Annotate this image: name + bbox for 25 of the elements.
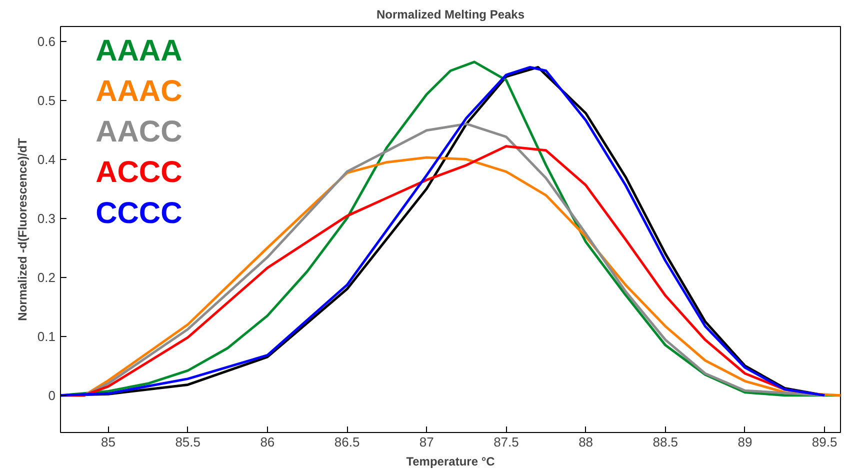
x-tick-label: 85 xyxy=(101,434,116,450)
x-tick-label: 89 xyxy=(738,434,752,450)
y-tick-label: 0.6 xyxy=(37,34,56,49)
x-tick-label: 87.5 xyxy=(494,434,519,450)
text: ACCC xyxy=(96,156,182,190)
x-tick-label: 88 xyxy=(578,434,594,450)
text: CCCC xyxy=(96,196,182,230)
y-tick-label: 0 xyxy=(48,388,56,403)
text: AACC xyxy=(96,116,182,149)
y-tick-label: 0.3 xyxy=(37,210,56,226)
y-axis-title: Normalized -d(Fluorescence)/dT xyxy=(15,137,30,321)
x-tick-label: 86.5 xyxy=(334,434,360,450)
x-tick-label: 85.5 xyxy=(175,434,201,450)
y-tick-label: 0.5 xyxy=(37,92,56,108)
x-tick-label: 86 xyxy=(260,434,275,450)
y-tick-label: 0.2 xyxy=(37,270,56,285)
x-tick-label: 87 xyxy=(419,434,434,450)
x-tick-label: 89.5 xyxy=(812,434,838,450)
chart-title: Normalized Melting Peaks xyxy=(376,8,525,22)
text: AAAC xyxy=(96,74,182,108)
y-tick-label: 0.1 xyxy=(37,328,56,344)
y-tick-label: 0.4 xyxy=(37,152,56,167)
x-tick-label: 88.5 xyxy=(652,434,678,450)
text: AAAA xyxy=(96,34,182,68)
x-axis-title: Temperature °C xyxy=(406,454,496,468)
